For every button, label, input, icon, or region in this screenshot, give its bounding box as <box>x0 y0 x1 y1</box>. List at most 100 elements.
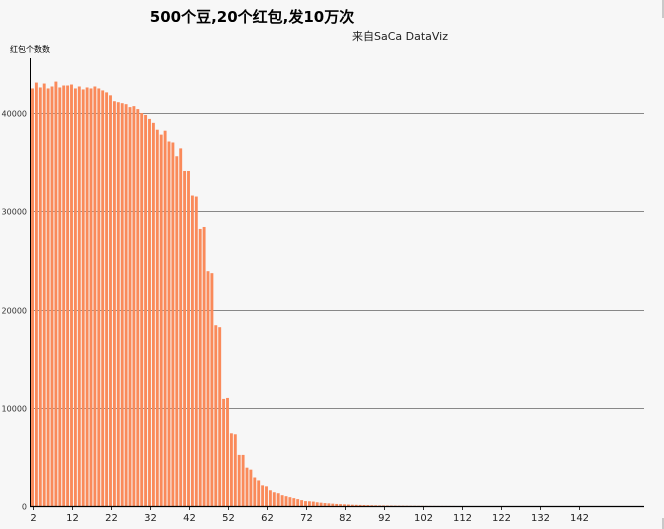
y-tick-label: 10000 <box>2 405 27 414</box>
bar <box>116 102 120 507</box>
bar <box>315 502 319 506</box>
y-axis-ticks: 0 10000 20000 30000 40000 <box>2 110 27 512</box>
bar <box>105 92 109 506</box>
bar <box>370 505 374 506</box>
bar <box>358 504 362 506</box>
x-tick-label: 142 <box>570 513 589 524</box>
bar <box>171 142 175 507</box>
bar <box>206 271 210 506</box>
x-tick-label: 132 <box>531 513 550 524</box>
bar <box>307 501 311 506</box>
bar <box>31 88 34 507</box>
bar <box>276 493 280 506</box>
gridlines <box>30 113 644 409</box>
y-axis-label: 红包个数数 <box>10 44 50 54</box>
bar <box>319 502 323 506</box>
bar <box>300 500 304 506</box>
bar <box>183 170 187 507</box>
bar <box>233 434 237 506</box>
bar <box>346 504 350 506</box>
bar <box>194 196 198 506</box>
bar <box>339 504 343 506</box>
bar <box>93 86 97 507</box>
bar <box>218 327 222 506</box>
bar <box>34 82 38 506</box>
bar <box>128 107 132 507</box>
bar <box>214 325 218 506</box>
bar <box>257 480 261 506</box>
bar <box>42 83 46 506</box>
bar <box>350 504 354 506</box>
bar <box>58 87 62 506</box>
bar <box>81 89 85 506</box>
bar <box>187 170 190 507</box>
bar <box>175 156 179 506</box>
y-tick-label: 30000 <box>2 208 27 217</box>
bar <box>202 226 206 507</box>
x-tick-label: 12 <box>66 513 79 524</box>
bar <box>54 81 58 506</box>
bar <box>38 87 42 506</box>
bar <box>132 106 136 506</box>
bar <box>241 454 245 506</box>
x-tick-label: 72 <box>300 513 313 524</box>
bar <box>327 503 331 506</box>
bar <box>374 505 378 506</box>
bar <box>261 485 265 506</box>
bar <box>190 195 194 507</box>
x-tick-label: 2 <box>30 513 36 524</box>
bar <box>124 104 128 507</box>
y-tick-label: 40000 <box>2 110 27 119</box>
bar <box>148 118 151 506</box>
bar <box>249 469 253 506</box>
bar <box>280 495 284 506</box>
bar <box>50 86 54 507</box>
bar <box>97 88 101 507</box>
x-tick-label: 122 <box>492 513 511 524</box>
bar <box>335 503 339 506</box>
bar <box>66 85 70 506</box>
bar <box>265 486 268 506</box>
bar <box>155 129 159 506</box>
bar <box>70 84 73 506</box>
bar <box>292 498 296 506</box>
x-tick-label: 112 <box>453 513 472 524</box>
bar <box>272 492 276 506</box>
x-tick-label: 92 <box>378 513 391 524</box>
x-tick-label: 22 <box>105 513 118 524</box>
bar <box>140 113 144 507</box>
y-tick-label: 0 <box>22 503 27 512</box>
bar <box>222 398 226 506</box>
bars <box>31 81 456 507</box>
bar <box>311 501 315 506</box>
bar <box>179 148 183 506</box>
chart-subtitle: 来自SaCa DataViz <box>352 30 448 43</box>
window-edge-top <box>662 0 664 18</box>
bar <box>296 499 300 506</box>
bar <box>237 454 241 506</box>
bar <box>362 505 366 506</box>
bar <box>323 503 327 506</box>
bar <box>136 109 140 506</box>
bar <box>229 433 233 506</box>
bar <box>167 141 171 506</box>
bar <box>304 501 307 506</box>
bar <box>253 477 257 506</box>
bar <box>159 134 163 506</box>
bar <box>109 95 112 506</box>
bar <box>89 88 93 507</box>
bar <box>284 496 288 506</box>
bar <box>73 88 77 507</box>
x-tick-label: 82 <box>339 513 352 524</box>
x-axis-ticks: 2 12 22 32 42 52 62 72 82 92 102 112 122 132 142 <box>30 506 589 524</box>
bar <box>268 490 272 506</box>
bar <box>101 90 105 507</box>
bar <box>382 505 385 506</box>
chart-title: 500个豆,20个红包,发10万次 <box>150 8 354 26</box>
bar <box>144 114 148 506</box>
bar <box>112 101 116 506</box>
bar <box>120 103 124 506</box>
bar <box>226 397 229 506</box>
bar <box>85 87 89 506</box>
